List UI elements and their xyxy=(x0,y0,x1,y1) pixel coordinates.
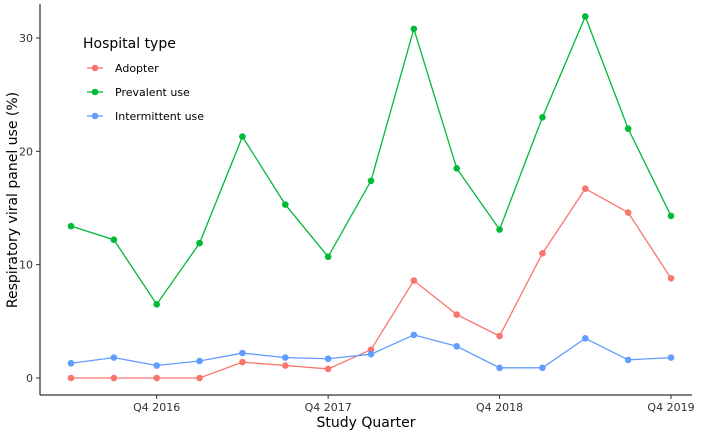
data-point-intermittent-use xyxy=(624,356,632,364)
legend-point-prevalent-use xyxy=(91,88,99,96)
data-point-prevalent-use xyxy=(667,212,675,220)
legend: Hospital type Adopter Prevalent use Interm… xyxy=(83,36,204,123)
legend-label-prevalent-use: Prevalent use xyxy=(115,86,190,99)
data-point-adopter xyxy=(239,358,246,366)
y-tick-label: 30 xyxy=(19,32,33,45)
x-tick-label: Q4 2017 xyxy=(305,401,352,414)
data-point-adopter xyxy=(281,362,289,369)
data-point-adopter xyxy=(410,277,418,284)
data-point-intermittent-use xyxy=(667,354,675,361)
data-point-adopter xyxy=(453,311,461,318)
data-point-prevalent-use xyxy=(453,165,461,172)
data-point-intermittent-use xyxy=(239,349,246,357)
data-point-intermittent-use xyxy=(324,355,332,363)
data-point-prevalent-use xyxy=(281,201,289,208)
data-point-intermittent-use xyxy=(281,354,289,361)
legend-title: Hospital type xyxy=(83,36,176,52)
legend-label-adopter: Adopter xyxy=(115,62,159,75)
legend-items: Adopter Prevalent use Intermittent use xyxy=(87,62,204,123)
data-point-intermittent-use xyxy=(67,359,75,367)
x-axis-ticks: Q4 2016 Q4 2017 Q4 2018 Q4 2019 xyxy=(133,395,695,414)
data-point-adopter xyxy=(110,374,118,382)
data-point-intermittent-use xyxy=(539,364,546,372)
data-point-prevalent-use xyxy=(496,226,503,233)
data-point-prevalent-use xyxy=(239,133,246,140)
data-point-intermittent-use xyxy=(110,354,118,361)
data-point-intermittent-use xyxy=(496,364,503,372)
data-point-prevalent-use xyxy=(324,253,332,261)
x-tick-label: Q4 2018 xyxy=(476,401,523,414)
data-point-prevalent-use xyxy=(196,239,203,247)
y-axis-ticks: 0 10 20 30 xyxy=(19,32,40,385)
data-point-adopter xyxy=(67,374,75,382)
legend-label-intermittent-use: Intermittent use xyxy=(115,110,204,123)
x-tick-label: Q4 2019 xyxy=(647,401,694,414)
axes xyxy=(39,4,692,396)
data-point-intermittent-use xyxy=(153,362,161,369)
data-point-intermittent-use xyxy=(367,350,375,358)
data-point-prevalent-use xyxy=(539,114,546,121)
y-tick-label: 10 xyxy=(19,259,33,272)
data-point-adopter xyxy=(496,332,503,340)
data-point-prevalent-use xyxy=(367,177,375,185)
x-axis-title: Study Quarter xyxy=(317,415,416,431)
data-point-intermittent-use xyxy=(581,335,589,342)
data-point-prevalent-use xyxy=(153,301,161,308)
data-point-prevalent-use xyxy=(624,125,632,132)
data-point-adopter xyxy=(196,374,203,382)
data-point-prevalent-use xyxy=(110,236,118,244)
data-point-adopter xyxy=(667,274,675,282)
legend-point-intermittent-use xyxy=(91,112,99,120)
data-point-adopter xyxy=(367,346,375,353)
data-point-adopter xyxy=(624,209,632,216)
data-point-adopter xyxy=(539,250,546,257)
data-point-adopter xyxy=(324,365,332,373)
legend-point-adopter xyxy=(91,64,99,72)
series-line-prevalent-use xyxy=(70,14,672,306)
data-point-intermittent-use xyxy=(453,342,461,350)
data-point-prevalent-use xyxy=(581,13,589,20)
data-point-adopter xyxy=(153,374,161,382)
y-tick-label: 0 xyxy=(26,372,33,385)
data-point-prevalent-use xyxy=(410,25,418,33)
x-tick-label: Q4 2016 xyxy=(133,401,180,414)
data-point-intermittent-use xyxy=(196,357,203,365)
data-point-adopter xyxy=(581,185,589,193)
y-axis-title: Respiratory viral panel use (%) xyxy=(5,92,21,308)
series-layer xyxy=(67,13,675,382)
data-point-prevalent-use xyxy=(67,222,75,230)
data-point-intermittent-use xyxy=(410,331,418,339)
y-tick-label: 20 xyxy=(19,145,33,158)
